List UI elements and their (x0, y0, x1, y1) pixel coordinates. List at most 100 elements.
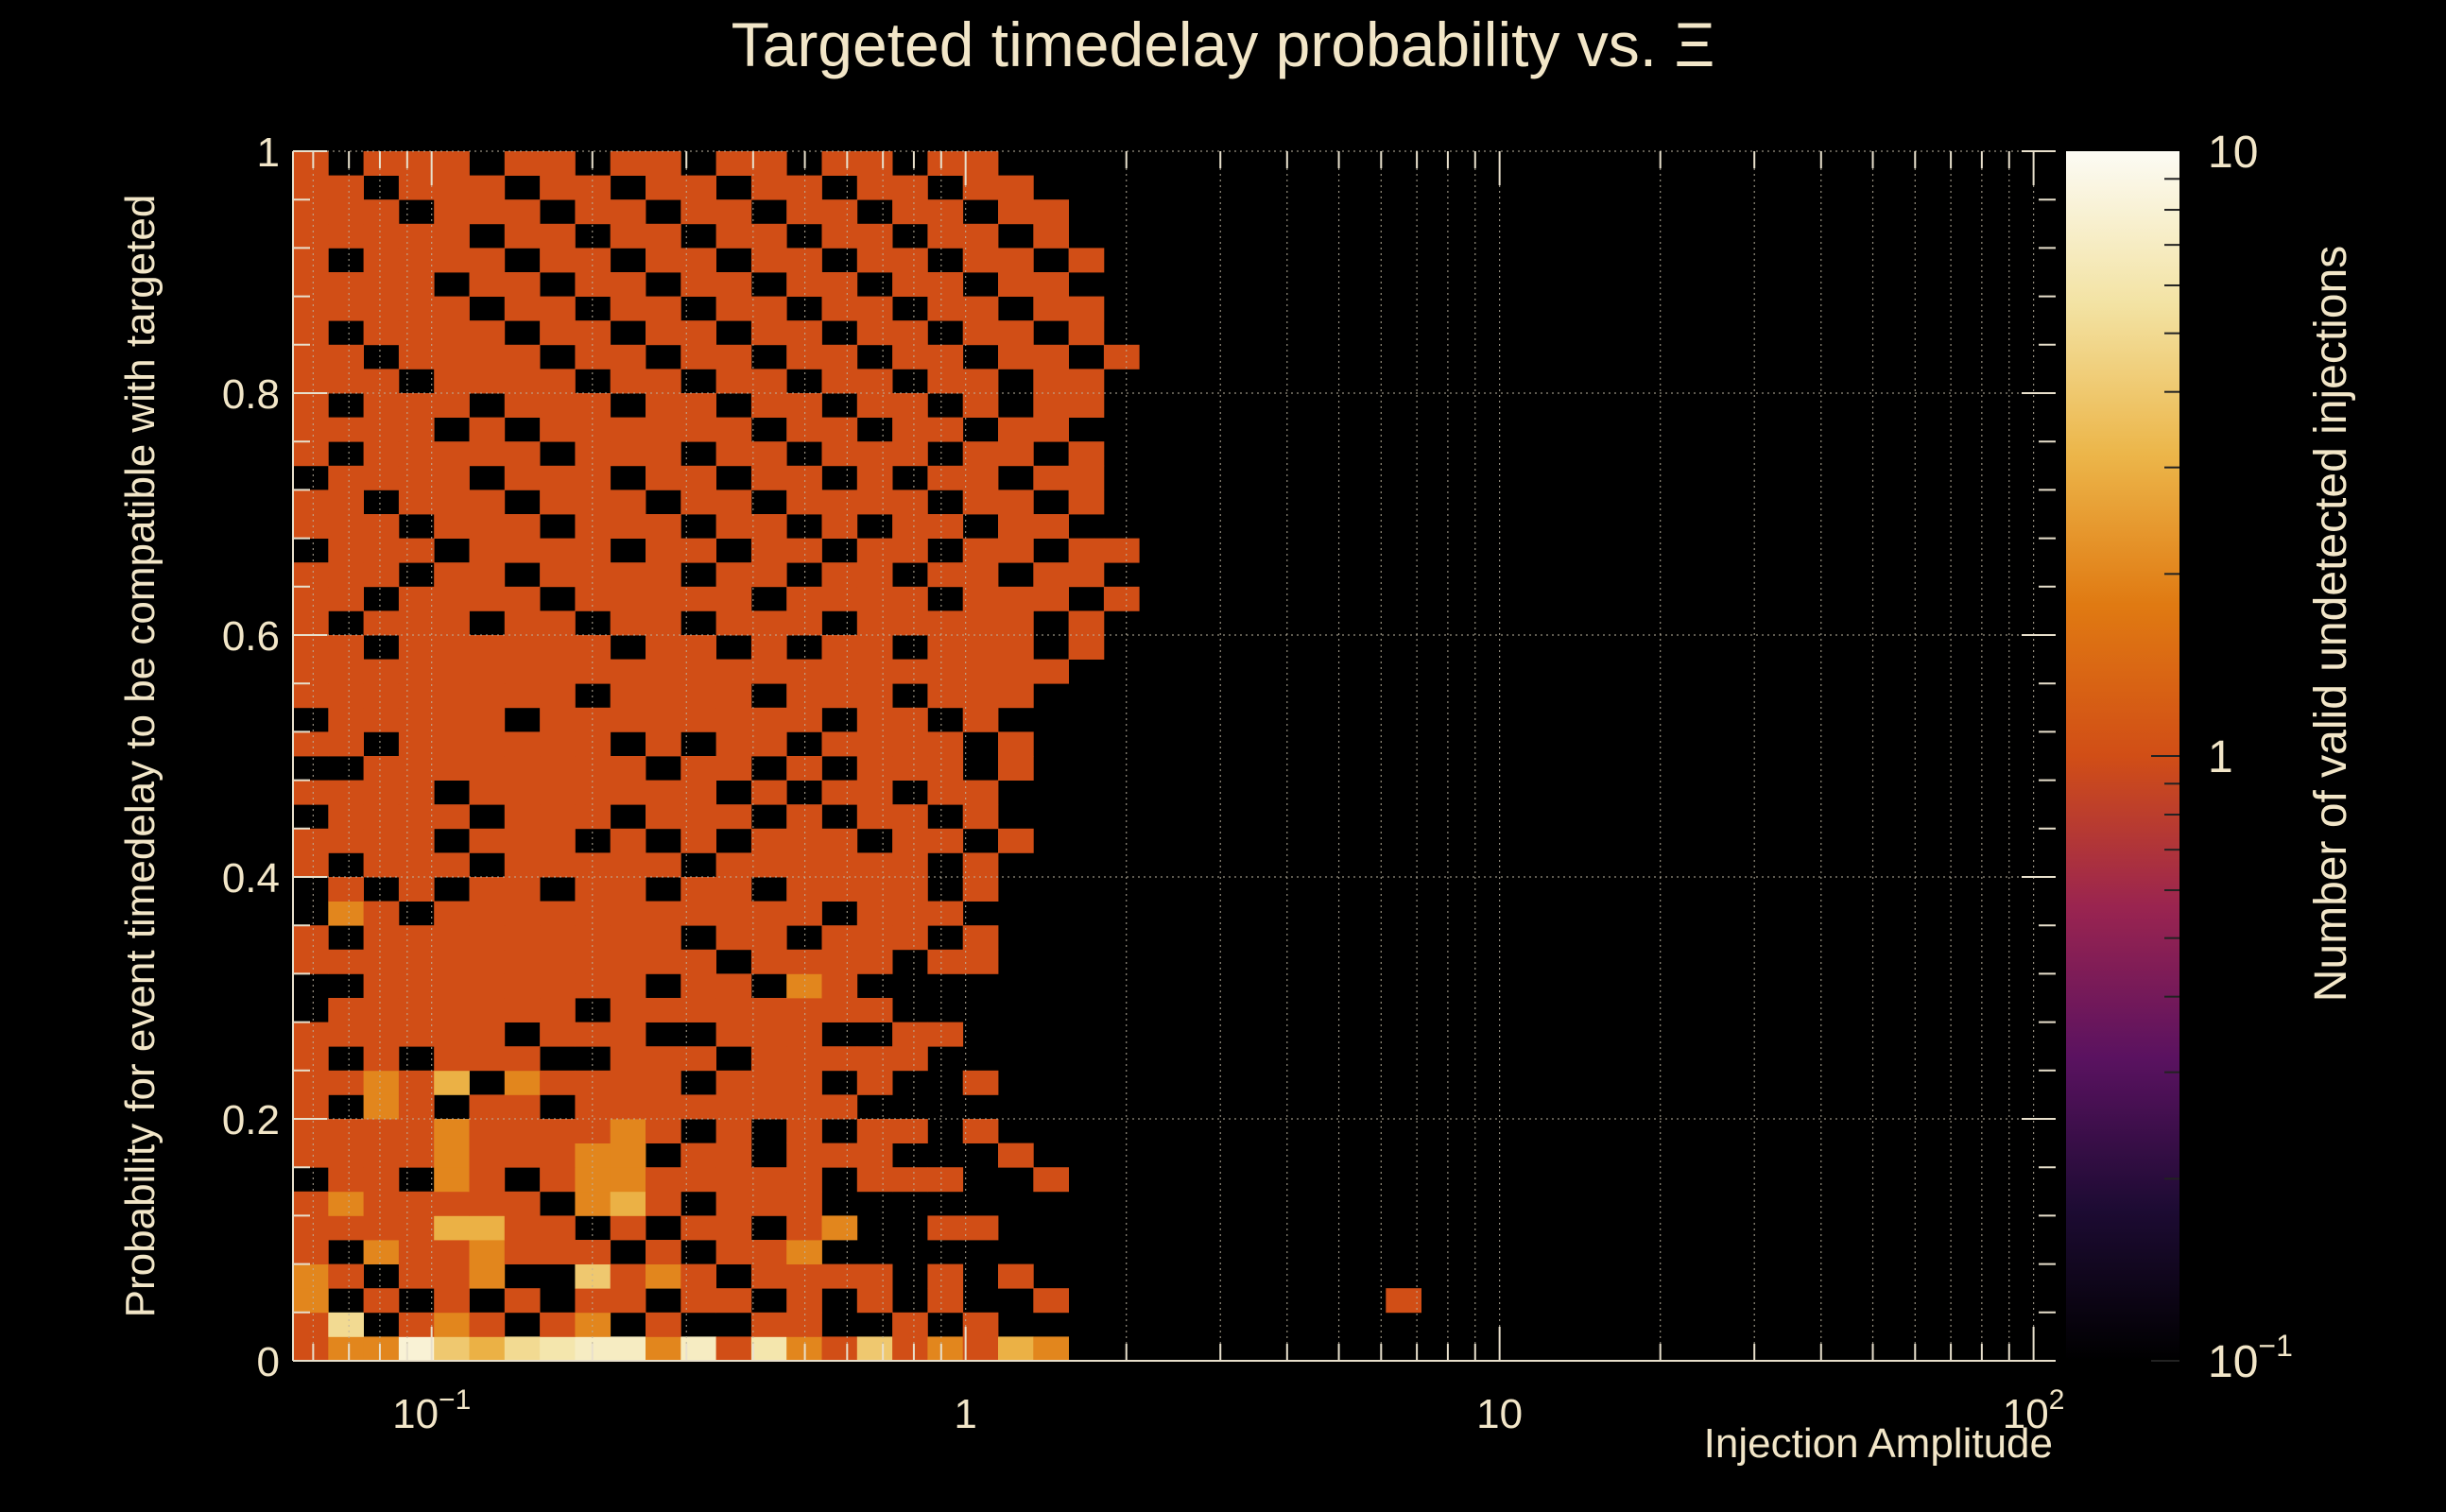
heatmap-cell (715, 562, 752, 588)
heatmap-cell (540, 852, 576, 878)
heatmap-cell (363, 272, 400, 297)
heatmap-cell (610, 417, 646, 442)
heatmap-cell (821, 1143, 858, 1168)
heatmap-cell (998, 828, 1034, 853)
heatmap-cell (646, 417, 681, 442)
heatmap-cell (293, 199, 329, 225)
heatmap-cell (575, 1312, 612, 1337)
heatmap-cell (610, 1336, 646, 1362)
heatmap-cell (962, 151, 999, 176)
heatmap-cell (363, 1046, 400, 1072)
heatmap-cell (469, 248, 506, 273)
heatmap-cell (434, 1119, 470, 1143)
heatmap-cell (715, 344, 752, 369)
x-tick-label: 102 (2003, 1384, 2065, 1437)
heatmap-cell (434, 731, 470, 757)
heatmap-cell (927, 272, 964, 297)
heatmap-cell (962, 683, 999, 709)
heatmap-cell (856, 465, 893, 490)
heatmap-cell (821, 828, 858, 853)
heatmap-cell (962, 610, 999, 636)
heatmap-cell (398, 344, 435, 369)
heatmap-cell (363, 441, 400, 467)
heatmap-cell (646, 635, 681, 660)
heatmap-cell (646, 465, 681, 490)
heatmap-cell (504, 1288, 541, 1314)
heatmap-cell (750, 998, 787, 1022)
heatmap-cell (715, 199, 752, 225)
heatmap-cell (398, 248, 435, 273)
heatmap-cell (328, 949, 364, 974)
heatmap-cell (1033, 514, 1069, 539)
heatmap-cell (293, 223, 329, 249)
heatmap-cell (434, 248, 470, 273)
heatmap-cell (434, 1167, 470, 1193)
heatmap-cell (610, 562, 646, 588)
heatmap-cell (715, 1191, 752, 1216)
heatmap-cell (293, 852, 329, 878)
heatmap-cell (398, 1336, 435, 1362)
heatmap-cell (363, 1119, 400, 1143)
heatmap-cell (328, 1022, 364, 1047)
heatmap-cell (504, 659, 541, 684)
heatmap-cell (646, 731, 681, 757)
heatmap-cell (998, 344, 1034, 369)
heatmap-cell (434, 1336, 470, 1362)
heatmap-cell (434, 562, 470, 588)
heatmap-cell (504, 1336, 541, 1362)
heatmap-cell (610, 780, 646, 805)
heatmap-cell (680, 175, 716, 200)
heatmap-cell (293, 490, 329, 515)
heatmap-cell (434, 393, 470, 418)
heatmap-cell (610, 223, 646, 249)
heatmap-cell (1068, 538, 1105, 563)
heatmap-cell (962, 320, 999, 346)
heatmap-cell (962, 538, 999, 563)
heatmap-cell (1068, 465, 1105, 490)
heatmap-cell (610, 949, 646, 974)
heatmap-cell (998, 175, 1034, 200)
heatmap-cell (504, 199, 541, 225)
heatmap-cell (646, 998, 681, 1022)
heatmap-cell (434, 1240, 470, 1264)
heatmap-cell (363, 998, 400, 1022)
heatmap-cell (1103, 538, 1140, 563)
heatmap-cell (363, 610, 400, 636)
heatmap-cell (750, 1191, 787, 1216)
heatmap-cell (293, 1070, 329, 1095)
heatmap-cell (646, 1167, 681, 1193)
heatmap-cell (398, 683, 435, 709)
heatmap-cell (715, 925, 752, 951)
heatmap-cell (469, 1119, 506, 1143)
heatmap-cell (892, 441, 928, 467)
heatmap-cell (434, 586, 470, 611)
heatmap-cell (856, 707, 893, 732)
heatmap-cell (540, 151, 576, 176)
heatmap-cell (575, 441, 612, 467)
heatmap-cell (750, 465, 787, 490)
heatmap-cell (540, 707, 576, 732)
heatmap-cell (398, 610, 435, 636)
heatmap-cell (610, 1288, 646, 1314)
heatmap-cell (504, 223, 541, 249)
heatmap-cell (328, 877, 364, 902)
y-tick-label: 0 (257, 1339, 280, 1385)
heatmap-cell (892, 344, 928, 369)
heatmap-cell (469, 780, 506, 805)
heatmap-cell (434, 998, 470, 1022)
heatmap-cell (892, 175, 928, 200)
heatmap-cell (715, 731, 752, 757)
heatmap-cell (363, 973, 400, 999)
heatmap-cell (293, 635, 329, 660)
heatmap-cell (856, 441, 893, 467)
heatmap-cell (469, 490, 506, 515)
heatmap-cell (398, 998, 435, 1022)
heatmap-cell (715, 852, 752, 878)
heatmap-cell (1033, 272, 1069, 297)
colorbar: Number of valid undetected injections (2066, 151, 2356, 1362)
heatmap-cell (1033, 296, 1069, 321)
heatmap-cell (750, 223, 787, 249)
heatmap-cell (856, 610, 893, 636)
heatmap-cell (434, 344, 470, 369)
